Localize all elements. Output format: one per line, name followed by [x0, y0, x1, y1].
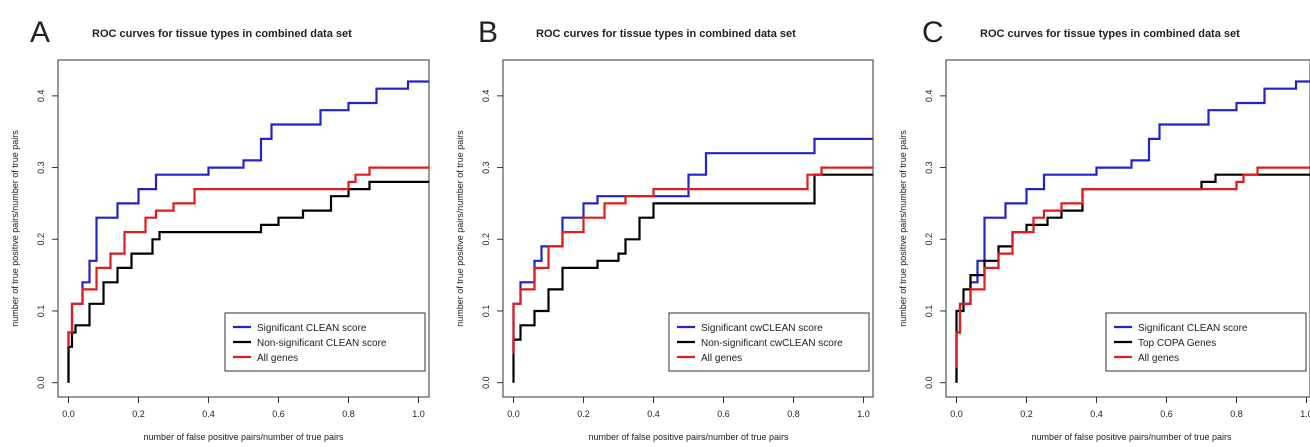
legend: Significant CLEAN score Non-significant C…: [224, 312, 426, 372]
y-tick-label: 0.1: [481, 305, 491, 318]
x-tick-label: 0.6: [1160, 409, 1173, 419]
x-tick-label: 0.4: [1090, 409, 1103, 419]
legend-label: Significant CLEAN score: [1138, 323, 1248, 334]
series-group: [67, 80, 429, 383]
series-line-1: [67, 180, 429, 383]
y-tick-label: 0.2: [36, 233, 46, 246]
x-tick-label: 1.0: [857, 409, 870, 419]
legend-box: [668, 312, 870, 372]
legend: Significant CLEAN score Top COPA Genes All…: [1105, 312, 1307, 372]
x-tick-label: 1.0: [1300, 409, 1310, 419]
x-axis-label: number of false positive pairs/number of…: [143, 432, 344, 442]
plot-frame: [57, 59, 430, 398]
legend-label: Top COPA Genes: [1138, 338, 1216, 349]
series-group: [955, 80, 1310, 383]
y-tick-label: 0.0: [481, 376, 491, 389]
y-tick-label: 0.0: [924, 376, 934, 389]
chart-title: ROC curves for tissue types in combined …: [92, 28, 352, 40]
legend-label: All genes: [257, 353, 298, 364]
legend-box: [224, 312, 426, 372]
chart-panel-c: C ROC curves for tissue types in combined…: [898, 16, 1310, 442]
x-tick-label: 0.2: [1020, 409, 1033, 419]
y-axis-label: number of true positive pairs/number of …: [455, 130, 465, 327]
y-tick-label: 0.4: [481, 90, 491, 103]
panel-letter: A: [30, 16, 50, 49]
x-tick-label: 0.2: [132, 409, 145, 419]
legend-label: Significant cwCLEAN score: [701, 323, 823, 334]
chart-title: ROC curves for tissue types in combined …: [536, 28, 796, 40]
chart-panel-b: B ROC curves for tissue types in combined…: [455, 16, 874, 442]
x-tick-label: 0.8: [342, 409, 355, 419]
y-tick-label: 0.3: [36, 161, 46, 174]
legend-box: [1105, 312, 1307, 372]
y-tick-label: 0.0: [36, 376, 46, 389]
x-axis-label: number of false positive pairs/number of…: [588, 432, 789, 442]
chart-title: ROC curves for tissue types in combined …: [980, 28, 1240, 40]
x-tick-label: 0.4: [647, 409, 660, 419]
x-tick-label: 0.6: [717, 409, 730, 419]
x-tick-label: 0.6: [272, 409, 285, 419]
series-line-2: [67, 166, 429, 347]
y-tick-label: 0.4: [36, 90, 46, 103]
legend-label: Non-significant CLEAN score: [257, 338, 387, 349]
y-tick-label: 0.2: [924, 233, 934, 246]
x-tick-label: 0.0: [950, 409, 963, 419]
y-tick-label: 0.2: [481, 233, 491, 246]
legend-label: All genes: [701, 353, 742, 364]
y-axis-label: number of true positive pairs/number of …: [898, 130, 908, 327]
y-tick-label: 0.4: [924, 90, 934, 103]
series-line-2: [955, 166, 1310, 369]
y-tick-label: 0.1: [36, 305, 46, 318]
legend-label: Significant CLEAN score: [257, 323, 367, 334]
y-axis-label: number of true positive pairs/number of …: [10, 130, 20, 327]
x-tick-label: 1.0: [412, 409, 425, 419]
x-tick-label: 0.2: [577, 409, 590, 419]
panel-letter: B: [478, 16, 498, 49]
x-tick-label: 0.0: [62, 409, 75, 419]
series-line-1: [512, 173, 873, 383]
x-tick-label: 0.8: [787, 409, 800, 419]
y-tick-label: 0.3: [481, 161, 491, 174]
panel-letter: C: [922, 16, 944, 49]
series-line-0: [67, 80, 429, 383]
series-line-2: [512, 166, 873, 354]
y-tick-label: 0.3: [924, 161, 934, 174]
legend-label: Non-significant cwCLEAN score: [701, 338, 843, 349]
x-tick-label: 0.4: [202, 409, 215, 419]
x-axis-label: number of false positive pairs/number of…: [1031, 432, 1232, 442]
x-tick-label: 0.0: [507, 409, 520, 419]
series-group: [512, 137, 873, 383]
legend-label: All genes: [1138, 353, 1179, 364]
plot-frame: [945, 59, 1310, 398]
plot-frame: [502, 59, 874, 398]
series-line-0: [955, 80, 1310, 383]
chart-panel-a: A ROC curves for tissue types in combined…: [10, 16, 430, 442]
legend: Significant cwCLEAN score Non-significant…: [668, 312, 870, 372]
x-tick-label: 0.8: [1230, 409, 1243, 419]
y-tick-label: 0.1: [924, 305, 934, 318]
